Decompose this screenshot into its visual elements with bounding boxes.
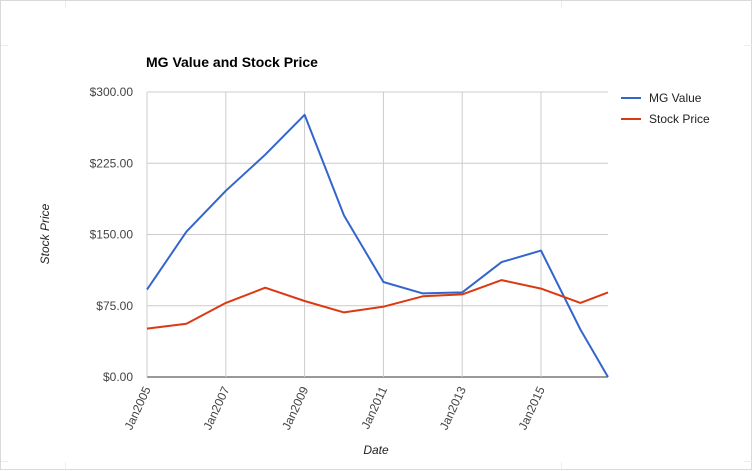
gridlines — [146, 91, 608, 378]
line-chart[interactable]: MG Value and Stock Price $0.00 $75.00 $150… — [8, 8, 744, 462]
legend-item-mg-value[interactable]: MG Value — [621, 91, 702, 105]
y-axis-label: Stock Price — [38, 203, 52, 264]
chart-card[interactable]: MG Value and Stock Price $0.00 $75.00 $150… — [8, 8, 744, 462]
chart-title: MG Value and Stock Price — [146, 54, 318, 70]
series-lines — [146, 113, 609, 378]
y-tick-label: $75.00 — [96, 299, 133, 313]
y-tick-label: $225.00 — [90, 156, 134, 170]
legend-label: MG Value — [649, 91, 702, 105]
legend[interactable]: MG Value Stock Price — [621, 91, 710, 126]
y-axis-ticks: $0.00 $75.00 $150.00 $225.00 $300.00 — [90, 85, 134, 384]
series-line-mg-value[interactable] — [146, 113, 609, 378]
legend-label: Stock Price — [649, 112, 710, 126]
y-tick-label: $0.00 — [103, 370, 133, 384]
x-axis-label: Date — [363, 443, 389, 457]
series-line-stock-price[interactable] — [146, 279, 609, 330]
legend-item-stock-price[interactable]: Stock Price — [621, 112, 710, 126]
y-tick-label: $300.00 — [90, 85, 134, 99]
y-tick-label: $150.00 — [90, 228, 134, 242]
